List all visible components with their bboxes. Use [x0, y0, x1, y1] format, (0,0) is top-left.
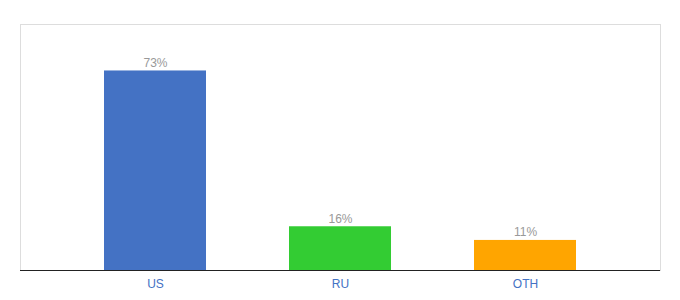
- svg-text:US: US: [147, 277, 164, 291]
- svg-text:RU: RU: [332, 277, 349, 291]
- svg-text:11%: 11%: [514, 225, 537, 239]
- svg-text:OTH: OTH: [513, 277, 538, 291]
- svg-text:16%: 16%: [328, 212, 352, 226]
- svg-text:73%: 73%: [143, 56, 167, 70]
